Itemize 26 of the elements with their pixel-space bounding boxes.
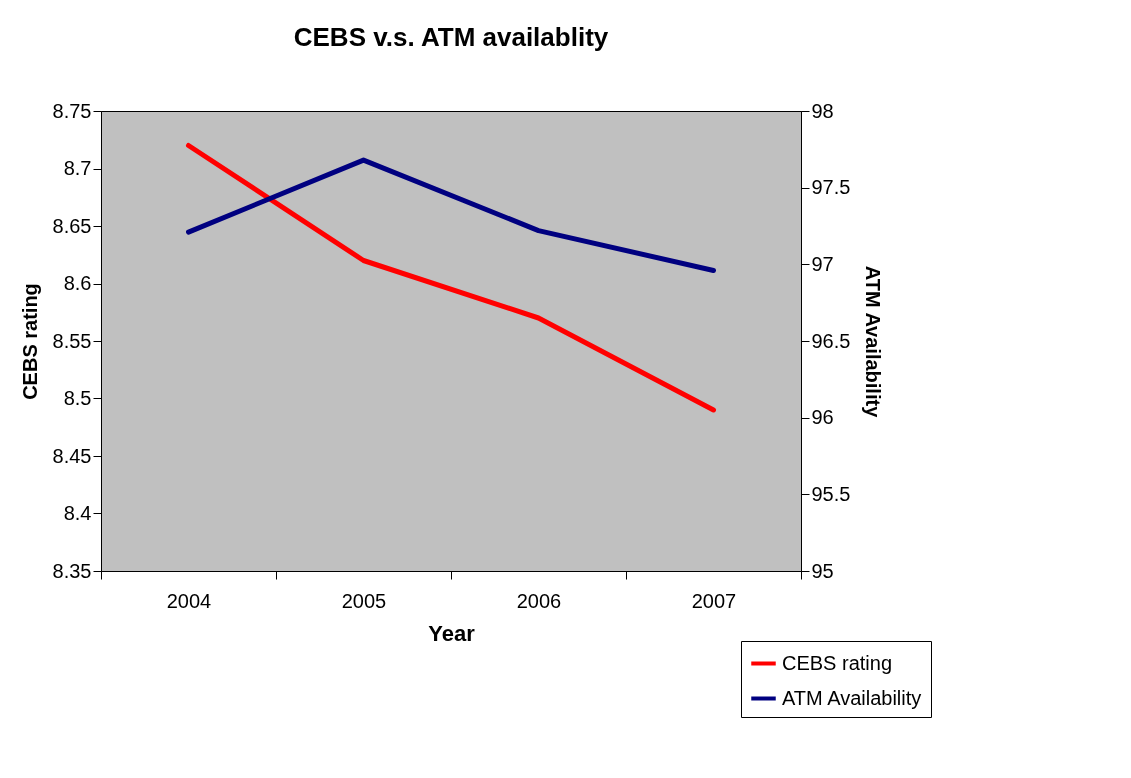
y-tick-label: 8.75 (52, 99, 92, 122)
y-tick-label: 8.5 (63, 387, 92, 409)
y2-tick-label: 95 (811, 559, 834, 582)
y2-tick-label: 96 (811, 406, 834, 429)
y-tick-label: 8.7 (63, 157, 92, 179)
legend-label: CEBS rating (782, 651, 893, 674)
y2-tick-label: 96.5 (811, 329, 851, 352)
y-tick-label: 8.45 (52, 444, 92, 467)
y2-tick-label: 95.5 (811, 482, 851, 505)
x-tick-label: 2005 (341, 589, 387, 612)
y-tick-label: 8.65 (52, 214, 92, 237)
y2-tick-label: 97.5 (811, 176, 851, 199)
x-tick-label: 2004 (166, 589, 212, 612)
x-tick-label: 2006 (516, 589, 562, 612)
y-tick-label: 8.6 (63, 272, 92, 294)
chart-title: CEBS v.s. ATM availablity (293, 22, 609, 52)
y2-tick-label: 97 (811, 252, 834, 275)
x-tick-label: 2007 (691, 589, 737, 612)
y2-tick-label: 98 (811, 99, 834, 122)
y-tick-label: 8.35 (52, 559, 92, 582)
y2-axis-title: ATM Availability (862, 265, 885, 419)
x-axis-title: Year (428, 620, 476, 646)
legend-label: ATM Availability (782, 686, 922, 709)
y-tick-label: 8.55 (52, 329, 92, 352)
y-tick-label: 8.4 (63, 502, 92, 524)
y-axis-title: CEBS rating (18, 283, 41, 400)
